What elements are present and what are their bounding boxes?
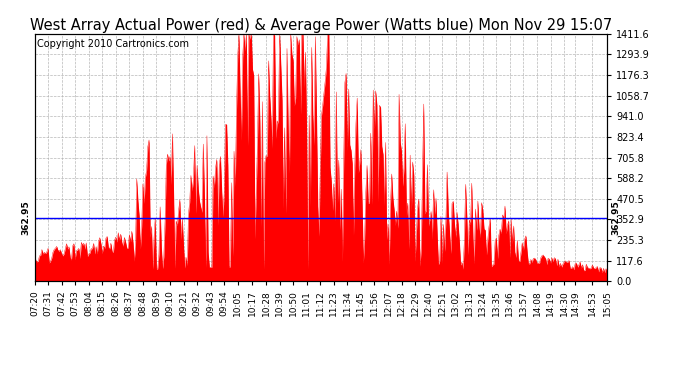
Title: West Array Actual Power (red) & Average Power (Watts blue) Mon Nov 29 15:07: West Array Actual Power (red) & Average … bbox=[30, 18, 612, 33]
Text: Copyright 2010 Cartronics.com: Copyright 2010 Cartronics.com bbox=[37, 39, 189, 49]
Text: 362.95: 362.95 bbox=[21, 200, 30, 235]
Text: 362.95: 362.95 bbox=[611, 200, 620, 235]
